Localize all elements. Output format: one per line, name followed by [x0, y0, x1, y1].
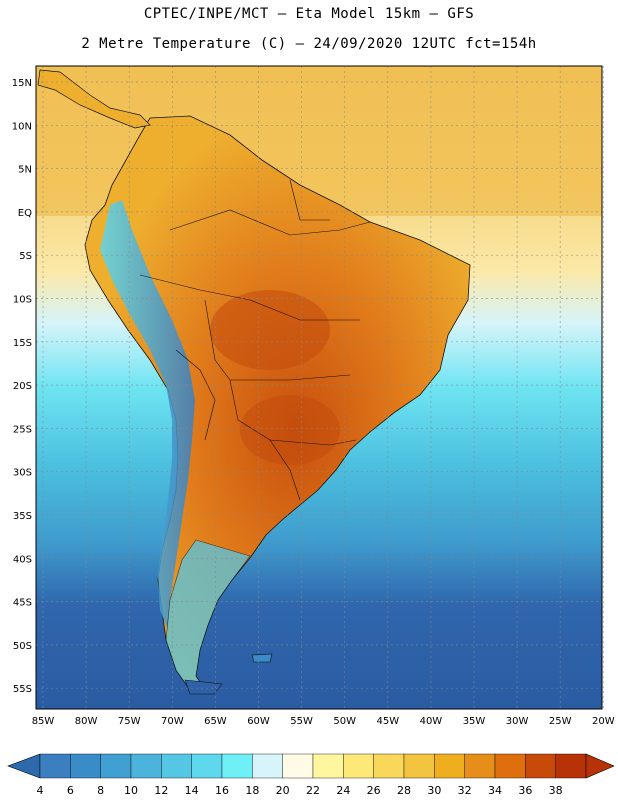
- lat-label: 25S: [13, 424, 32, 435]
- colorbar-label: 34: [488, 784, 502, 797]
- colorbar-swatch: [525, 753, 556, 779]
- colorbar-swatch: [39, 753, 71, 779]
- colorbar-label: 28: [397, 784, 411, 797]
- longitude-labels: 85W 80W 75W 70W 65W 60W 55W 50W 45W 40W 35W 30W 25W 2…: [32, 716, 615, 727]
- map-title-line-1: CPTEC/INPE/MCT – Eta Model 15km – GFS: [143, 6, 475, 22]
- lat-label: 30S: [13, 468, 32, 479]
- lat-label: 10S: [13, 295, 32, 306]
- colorbar-swatch: [434, 753, 465, 779]
- colorbar-label: 12: [154, 784, 168, 797]
- lon-label: 60W: [247, 716, 270, 727]
- colorbar-label: 38: [549, 784, 563, 797]
- lon-label: 45W: [376, 716, 399, 727]
- lon-label: 50W: [333, 716, 356, 727]
- colorbar-label: 24: [336, 784, 350, 797]
- colorbar-swatch: [494, 753, 526, 779]
- hot-spot-south: [240, 395, 340, 465]
- falkland-islands: [251, 653, 273, 663]
- colorbar-swatch: [191, 753, 223, 779]
- lat-lon-grid: [36, 66, 604, 709]
- colorbar-label: 22: [306, 784, 320, 797]
- colorbar-swatch: [343, 753, 374, 779]
- colorbar-label: 30: [427, 784, 441, 797]
- lat-label: 5N: [18, 165, 32, 176]
- colorbar-swatch: [161, 753, 192, 779]
- colorbar-high-arrow: [585, 753, 615, 779]
- latitude-labels: 15N 10N 5N EQ 5S 10S 15S 20S 25S 30S 35S 40S 45S 50S 5…: [12, 78, 32, 695]
- colorbar-label: 4: [37, 784, 44, 797]
- colorbar-label: 16: [215, 784, 229, 797]
- lon-label: 65W: [204, 716, 227, 727]
- lon-label: 40W: [420, 716, 443, 727]
- andes-cold-strip: [100, 200, 195, 630]
- colorbar-label: 6: [67, 784, 74, 797]
- colorbar-label: 14: [185, 784, 199, 797]
- colorbar-label: 32: [458, 784, 472, 797]
- lon-label: 35W: [463, 716, 486, 727]
- lon-label: 20W: [592, 716, 615, 727]
- colorbar-swatch: [464, 753, 496, 779]
- colorbar-label: 26: [367, 784, 381, 797]
- lat-label: 50S: [13, 641, 32, 652]
- lon-label: 80W: [75, 716, 98, 727]
- colorbar-swatch: [221, 753, 253, 779]
- map-frame: [35, 65, 603, 710]
- colorbar-swatch: [100, 753, 132, 779]
- lon-label: 25W: [549, 716, 572, 727]
- colorbar-label: 36: [518, 784, 532, 797]
- lat-label: 15N: [12, 78, 32, 89]
- colorbar-label: 10: [124, 784, 138, 797]
- colorbar-swatch: [282, 753, 314, 779]
- colorbar-swatch: [555, 753, 587, 779]
- colorbar-swatch: [403, 753, 435, 779]
- lat-label: 45S: [13, 598, 32, 609]
- colorbar-label: 8: [97, 784, 104, 797]
- lon-label: 85W: [32, 716, 55, 727]
- lat-label: 5S: [19, 251, 32, 262]
- map-title-line-2: 2 Metre Temperature (C) – 24/09/2020 12U…: [81, 36, 537, 52]
- lat-label: 35S: [13, 511, 32, 522]
- colorbar-swatch: [373, 753, 405, 779]
- lon-label: 30W: [506, 716, 529, 727]
- colorbar-label: 20: [276, 784, 290, 797]
- lat-label: 55S: [13, 684, 32, 695]
- country-borders: [139, 179, 371, 501]
- colorbar-swatch: [130, 753, 162, 779]
- colorbar-low-arrow: [7, 753, 41, 779]
- central-america: [37, 69, 151, 129]
- lat-label: EQ: [18, 208, 32, 219]
- lon-label: 55W: [290, 716, 313, 727]
- colorbar: 4 6 8 10 12 14 16 18 20 22 24 26 28 30 32 34 36 38: [7, 753, 615, 797]
- tierra-del-fuego: [184, 679, 223, 695]
- hot-spot-interior: [210, 290, 330, 370]
- lat-label: 15S: [13, 338, 32, 349]
- lat-label: 40S: [13, 554, 32, 565]
- lat-label: 10N: [12, 121, 32, 132]
- lat-label: 20S: [13, 381, 32, 392]
- colorbar-swatch: [252, 753, 283, 779]
- lon-label: 75W: [118, 716, 141, 727]
- colorbar-label: 18: [245, 784, 259, 797]
- lon-label: 70W: [161, 716, 184, 727]
- colorbar-swatch: [312, 753, 344, 779]
- colorbar-swatch: [70, 753, 101, 779]
